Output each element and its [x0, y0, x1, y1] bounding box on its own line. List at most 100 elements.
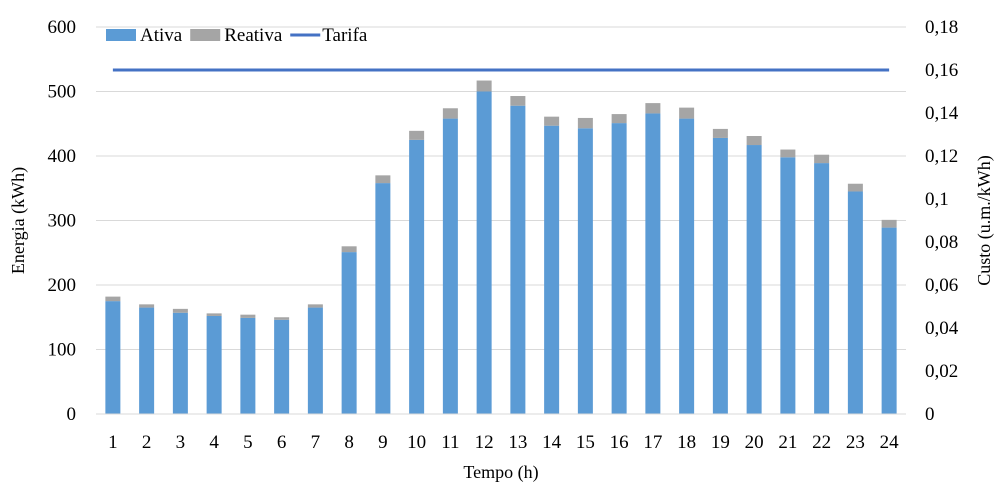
bar-reativa: [847, 183, 863, 192]
y2-tick-label: 0,04: [925, 318, 959, 339]
bar-reativa: [409, 130, 425, 140]
left-axis-ticks: 0 100 200 300 400 500 600: [48, 17, 77, 425]
left-axis-title: Energia (kWh): [8, 167, 29, 274]
bar-ativa: [712, 137, 728, 414]
gridlines: [96, 26, 906, 350]
x-axis-title: Tempo (h): [463, 462, 538, 483]
bar-ativa: [105, 301, 121, 414]
bar-ativa: [645, 113, 661, 415]
bar-reativa: [510, 96, 526, 106]
x-tick-label: 12: [475, 432, 494, 453]
bar-ativa: [544, 125, 560, 414]
bar-reativa: [679, 107, 695, 119]
legend-swatch-ativa: [106, 29, 136, 41]
bar-ativa: [172, 312, 188, 414]
y2-tick-label: 0,18: [925, 17, 958, 38]
x-tick-label: 11: [441, 432, 459, 453]
y-tick-label: 0: [67, 404, 77, 425]
bar-reativa: [206, 313, 222, 316]
right-axis-title: Custo (u.m./kWh): [974, 155, 995, 286]
x-tick-label: 15: [576, 432, 595, 453]
bar-ativa: [375, 183, 391, 414]
bar-reativa: [746, 136, 762, 146]
bar-ativa: [577, 128, 593, 414]
bar-reativa: [814, 154, 830, 164]
y2-tick-label: 0,16: [925, 60, 958, 81]
bar-reativa: [139, 304, 155, 308]
x-tick-label: 10: [407, 432, 426, 453]
bar-reativa: [645, 103, 661, 114]
y2-tick-label: 0,06: [925, 275, 958, 296]
legend: Ativa Reativa Tarifa: [106, 25, 368, 46]
bar-ativa: [679, 118, 695, 414]
legend-swatch-reativa: [190, 29, 221, 41]
legend-label-ativa: Ativa: [140, 25, 183, 46]
bar-ativa: [274, 319, 290, 414]
bar-reativa: [577, 117, 593, 129]
bar-reativa: [881, 219, 897, 228]
bar-ativa: [442, 118, 458, 414]
bar-reativa: [375, 175, 391, 184]
bar-ativa: [240, 317, 256, 414]
x-tick-label: 20: [745, 432, 764, 453]
x-tick-label: 21: [778, 432, 797, 453]
bar-ativa: [139, 307, 155, 414]
bar-reativa: [712, 128, 728, 138]
x-tick-label: 1: [108, 432, 118, 453]
x-tick-label: 4: [209, 432, 219, 453]
x-tick-label: 5: [243, 432, 253, 453]
x-tick-label: 9: [378, 432, 388, 453]
x-tick-label: 6: [277, 432, 287, 453]
y-tick-label: 400: [48, 146, 77, 167]
bar-ativa: [611, 123, 627, 414]
bar-ativa: [341, 252, 357, 414]
bar-reativa: [172, 308, 188, 313]
y2-tick-label: 0,02: [925, 361, 958, 382]
x-tick-label: 16: [610, 432, 629, 453]
bar-ativa: [206, 315, 222, 414]
bar-reativa: [307, 304, 323, 308]
y-tick-label: 500: [48, 82, 77, 103]
y-tick-label: 200: [48, 275, 77, 296]
bar-reativa: [544, 116, 560, 126]
bar-reativa: [442, 108, 458, 119]
bar-reativa: [274, 317, 290, 320]
bar-ativa: [814, 163, 830, 414]
x-tick-label: 17: [643, 432, 662, 453]
y2-tick-label: 0,12: [925, 146, 958, 167]
x-tick-label: 18: [677, 432, 696, 453]
x-tick-label: 19: [711, 432, 730, 453]
bar-ativa: [307, 307, 323, 414]
x-tick-label: 2: [142, 432, 152, 453]
bar-reativa: [611, 114, 627, 124]
x-tick-label: 23: [846, 432, 865, 453]
y2-tick-label: 0,08: [925, 232, 958, 253]
bar-ativa: [746, 145, 762, 414]
bar-ativa: [476, 91, 492, 414]
x-axis-ticks: 1 2 3 4 5 6 7 8 9 10 11 12 13 14 15 16 17 18 19 20 21 22 23 24: [108, 432, 899, 453]
bar-reativa: [105, 296, 121, 302]
bar-reativa: [240, 314, 256, 318]
legend-label-reativa: Reativa: [224, 25, 283, 46]
y2-tick-label: 0,1: [925, 189, 949, 210]
bar-ativa: [881, 227, 897, 414]
y-tick-label: 600: [48, 17, 77, 38]
x-tick-label: 14: [542, 432, 562, 453]
y2-tick-label: 0,14: [925, 103, 959, 124]
bar-ativa: [510, 105, 526, 414]
x-tick-label: 7: [311, 432, 321, 453]
bar-reativa: [780, 149, 796, 158]
bar-reativa: [341, 246, 357, 253]
bar-ativa: [847, 191, 863, 414]
x-tick-label: 24: [880, 432, 900, 453]
legend-label-tarifa: Tarifa: [322, 25, 368, 46]
x-tick-label: 8: [344, 432, 354, 453]
bar-ativa: [780, 157, 796, 415]
x-tick-label: 13: [508, 432, 527, 453]
x-tick-label: 22: [812, 432, 831, 453]
y-tick-label: 300: [48, 211, 77, 232]
bars: [105, 80, 897, 415]
x-tick-label: 3: [176, 432, 186, 453]
y-tick-label: 100: [48, 340, 77, 361]
